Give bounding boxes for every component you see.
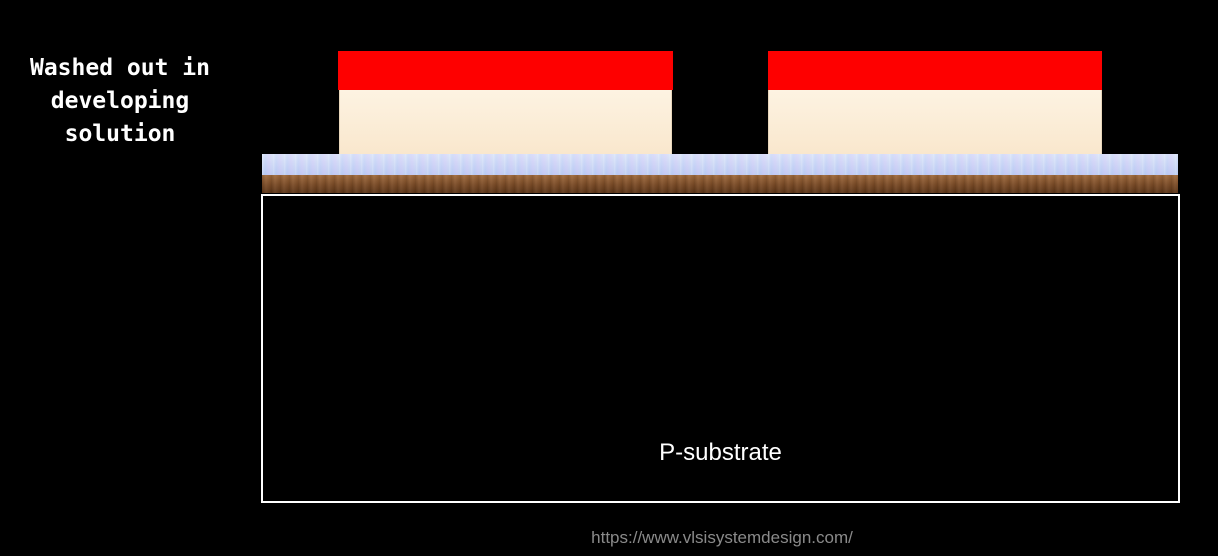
photoresist-right bbox=[768, 51, 1102, 90]
polysilicon-layer bbox=[262, 175, 1178, 193]
p-substrate: P-substrate bbox=[261, 194, 1180, 503]
caption-line-3: solution bbox=[64, 121, 176, 147]
caption-line-2: developing bbox=[50, 88, 190, 114]
source-url: https://www.vlsisystemdesign.com/ bbox=[591, 528, 853, 547]
nitride-block-right bbox=[768, 90, 1102, 154]
substrate-label: P-substrate bbox=[659, 439, 782, 466]
photoresist-left bbox=[338, 51, 673, 90]
nitride-block-left bbox=[339, 90, 672, 154]
caption-line-1: Washed out in bbox=[29, 55, 210, 81]
step-caption: Washed out in developing solution bbox=[0, 52, 240, 151]
oxide-layer bbox=[262, 154, 1178, 175]
